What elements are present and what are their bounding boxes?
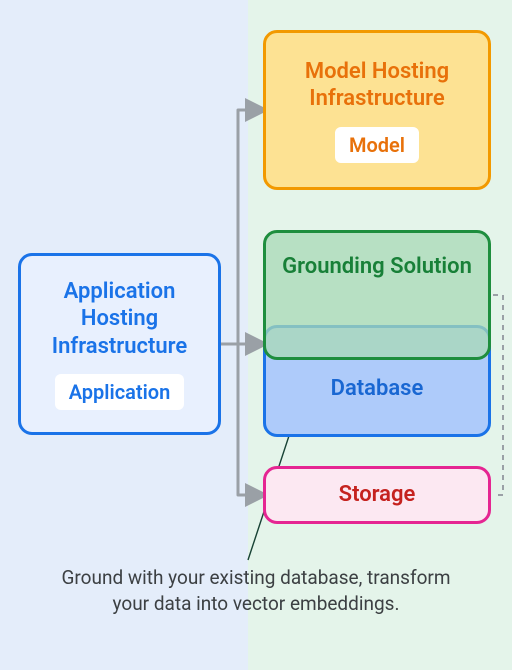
grounding-solution-box: Grounding Solution xyxy=(263,230,491,360)
storage-title: Storage xyxy=(339,481,416,509)
application-hosting-box: Application Hosting Infrastructure Appli… xyxy=(18,253,221,435)
caption-text: Ground with your existing database, tran… xyxy=(58,565,454,616)
storage-box: Storage xyxy=(263,466,491,524)
application-chip: Application xyxy=(55,374,185,410)
database-title: Database xyxy=(331,375,424,403)
model-chip: Model xyxy=(335,127,419,163)
model-hosting-box: Model Hosting Infrastructure Model xyxy=(263,30,491,190)
grounding-solution-title: Grounding Solution xyxy=(282,253,472,281)
diagram-canvas: Application Hosting Infrastructure Appli… xyxy=(0,0,512,670)
model-hosting-title: Model Hosting Infrastructure xyxy=(276,58,478,113)
application-hosting-title: Application Hosting Infrastructure xyxy=(31,278,208,361)
